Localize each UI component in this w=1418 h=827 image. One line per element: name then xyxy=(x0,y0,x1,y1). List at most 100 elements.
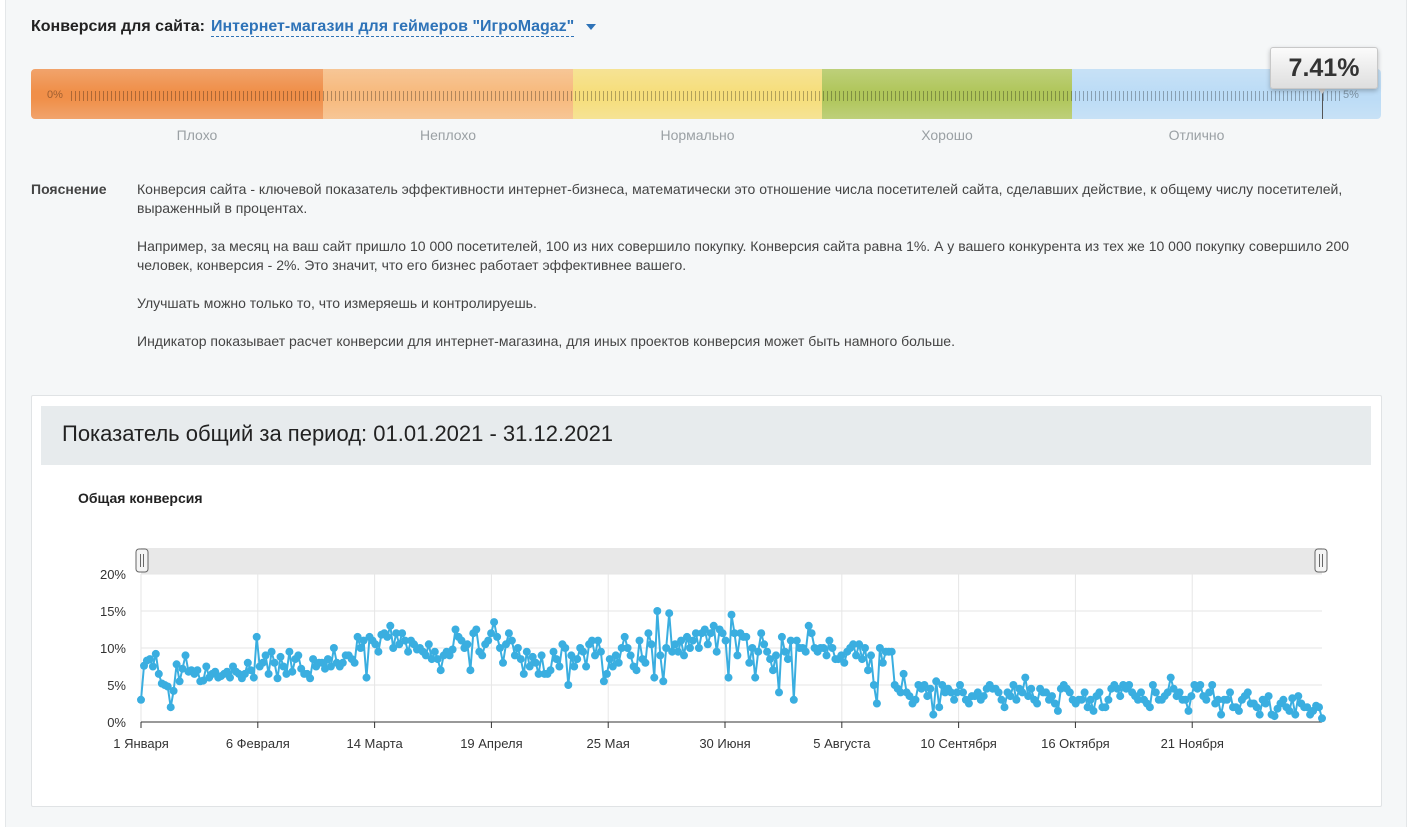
data-point[interactable] xyxy=(878,658,887,667)
data-point[interactable] xyxy=(240,669,249,678)
data-point[interactable] xyxy=(712,647,721,656)
data-point[interactable] xyxy=(326,662,335,671)
data-point[interactable] xyxy=(671,640,680,649)
data-point[interactable] xyxy=(564,681,573,689)
data-point[interactable] xyxy=(594,636,602,645)
data-point[interactable] xyxy=(264,669,273,678)
data-point[interactable] xyxy=(356,644,365,652)
data-point[interactable] xyxy=(1145,703,1154,712)
data-point[interactable] xyxy=(478,651,487,660)
data-point[interactable] xyxy=(211,667,220,676)
data-point[interactable] xyxy=(973,688,982,697)
data-point[interactable] xyxy=(641,658,650,667)
data-point[interactable] xyxy=(1024,692,1033,701)
data-point[interactable] xyxy=(383,632,392,641)
data-point[interactable] xyxy=(861,644,869,652)
data-point[interactable] xyxy=(751,673,760,682)
data-point[interactable] xyxy=(493,632,502,641)
data-point[interactable] xyxy=(849,640,858,649)
data-point[interactable] xyxy=(956,681,964,689)
data-point[interactable] xyxy=(935,703,944,712)
data-point[interactable] xyxy=(534,669,543,678)
data-point[interactable] xyxy=(825,636,834,645)
data-point[interactable] xyxy=(1288,694,1297,703)
navigator-handle-right[interactable] xyxy=(1314,548,1328,573)
data-point[interactable] xyxy=(294,651,303,660)
data-point[interactable] xyxy=(662,644,671,652)
data-point[interactable] xyxy=(905,692,914,701)
data-point[interactable] xyxy=(531,658,540,667)
data-point[interactable] xyxy=(288,667,297,676)
data-point[interactable] xyxy=(490,618,499,627)
data-point[interactable] xyxy=(1294,692,1303,701)
data-point[interactable] xyxy=(1184,706,1193,715)
data-point[interactable] xyxy=(1086,695,1095,704)
data-point[interactable] xyxy=(588,636,596,645)
data-point[interactable] xyxy=(323,655,332,664)
data-point[interactable] xyxy=(1053,706,1062,715)
data-point[interactable] xyxy=(665,609,674,618)
data-point[interactable] xyxy=(807,629,816,638)
data-point[interactable] xyxy=(688,636,697,645)
data-point[interactable] xyxy=(249,673,258,682)
data-point[interactable] xyxy=(1255,710,1264,719)
data-point[interactable] xyxy=(591,651,599,660)
data-point[interactable] xyxy=(1151,688,1160,697)
data-point[interactable] xyxy=(1021,673,1030,682)
data-point[interactable] xyxy=(700,625,709,634)
data-point[interactable] xyxy=(270,658,279,667)
data-point[interactable] xyxy=(258,658,267,667)
data-point[interactable] xyxy=(703,640,712,649)
data-point[interactable] xyxy=(852,651,861,660)
data-point[interactable] xyxy=(246,666,255,675)
data-point[interactable] xyxy=(436,666,445,675)
data-point[interactable] xyxy=(1163,688,1172,697)
data-point[interactable] xyxy=(677,636,686,645)
data-point[interactable] xyxy=(668,647,677,656)
data-point[interactable] xyxy=(926,684,935,693)
data-point[interactable] xyxy=(938,681,947,689)
data-point[interactable] xyxy=(896,688,905,697)
data-point[interactable] xyxy=(620,632,629,641)
data-point[interactable] xyxy=(635,636,644,645)
data-point[interactable] xyxy=(193,666,202,675)
data-point[interactable] xyxy=(329,644,338,652)
data-point[interactable] xyxy=(487,629,496,638)
data-point[interactable] xyxy=(338,658,347,667)
data-point[interactable] xyxy=(819,644,828,652)
data-point[interactable] xyxy=(457,636,466,645)
data-point[interactable] xyxy=(555,662,564,671)
data-point[interactable] xyxy=(766,655,775,664)
data-point[interactable] xyxy=(148,662,157,671)
data-point[interactable] xyxy=(145,655,154,664)
data-point[interactable] xyxy=(1205,688,1214,697)
data-point[interactable] xyxy=(549,647,558,656)
data-point[interactable] xyxy=(362,673,371,682)
data-point[interactable] xyxy=(837,651,846,660)
data-point[interactable] xyxy=(199,676,208,685)
data-point[interactable] xyxy=(353,632,362,641)
data-point[interactable] xyxy=(686,644,694,652)
data-point[interactable] xyxy=(175,677,184,686)
data-point[interactable] xyxy=(1000,703,1009,712)
data-point[interactable] xyxy=(537,651,546,660)
data-point[interactable] xyxy=(742,632,751,641)
data-point[interactable] xyxy=(466,666,475,675)
data-point[interactable] xyxy=(1095,688,1104,697)
data-point[interactable] xyxy=(525,662,534,671)
data-point[interactable] xyxy=(614,658,623,667)
data-point[interactable] xyxy=(1208,681,1217,689)
data-point[interactable] xyxy=(653,607,662,615)
data-point[interactable] xyxy=(579,647,588,656)
data-point[interactable] xyxy=(1181,695,1190,704)
data-point[interactable] xyxy=(864,666,872,675)
data-point[interactable] xyxy=(546,666,555,675)
data-point[interactable] xyxy=(1243,688,1252,697)
data-point[interactable] xyxy=(567,651,576,660)
data-point[interactable] xyxy=(608,662,617,671)
data-point[interactable] xyxy=(309,655,318,664)
data-point[interactable] xyxy=(632,666,641,675)
data-point[interactable] xyxy=(151,649,160,658)
data-point[interactable] xyxy=(828,644,837,652)
data-point[interactable] xyxy=(1279,695,1288,704)
